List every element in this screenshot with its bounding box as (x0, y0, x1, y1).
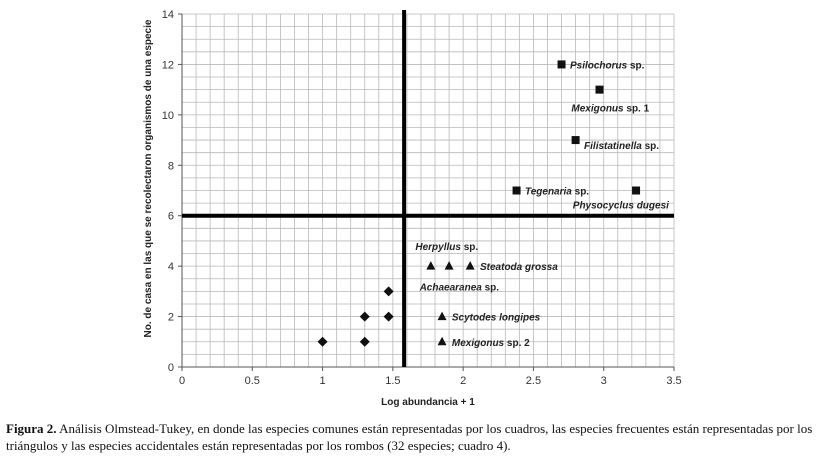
species-genus: Physocyclus dugesi (573, 200, 669, 211)
species-label: Filistatinella sp. (584, 141, 659, 152)
grid (181, 13, 675, 368)
y-tick-label: 8 (168, 160, 174, 172)
species-genus: Mexigonus (452, 338, 505, 349)
diamond-point (383, 311, 394, 322)
species-genus: Mexigonus (571, 103, 624, 114)
square-point (595, 85, 604, 94)
species-genus: Steatoda grossa (480, 262, 558, 273)
caption-label: Figura 2. (6, 421, 57, 436)
species-genus: Herpyllus (415, 242, 461, 253)
square-point (557, 60, 566, 69)
y-tick-label: 10 (162, 110, 174, 122)
triangle-point (444, 261, 454, 270)
x-axis-title: Log abundancia + 1 (381, 397, 475, 408)
y-tick-label: 2 (168, 312, 174, 324)
y-tick-label: 0 (168, 362, 174, 374)
species-label: Mexigonus sp. 1 (571, 103, 649, 114)
species-label: Achaearanea sp. (419, 282, 500, 293)
x-tick-label: 1 (320, 375, 326, 387)
species-suffix: sp. (482, 282, 499, 293)
species-label: Psilochorus sp. (570, 60, 645, 71)
species-genus: Psilochorus (570, 60, 628, 71)
species-suffix: sp. 2 (504, 338, 530, 349)
series-square (512, 60, 641, 195)
y-tick-label: 12 (162, 59, 174, 71)
y-tick-label: 4 (168, 261, 174, 273)
x-tick-label: 3 (601, 375, 607, 387)
series-diamond (317, 286, 394, 347)
species-suffix: sp. (572, 187, 589, 198)
diamond-point (317, 336, 328, 347)
species-suffix: sp. (461, 242, 478, 253)
species-genus: Tegenaria (525, 187, 572, 198)
species-label: Steatoda grossa (480, 262, 558, 273)
series-triangle (426, 261, 475, 346)
triangle-point (465, 261, 475, 270)
square-point (632, 186, 641, 195)
species-suffix: sp. (642, 141, 659, 152)
species-suffix: sp. (627, 60, 644, 71)
y-tick-label: 14 (162, 9, 174, 21)
x-tick-label: 2.5 (526, 375, 541, 387)
y-axis-title: No. de casa en las que se recolectaron o… (143, 19, 154, 337)
x-tick-label: 0.5 (245, 375, 260, 387)
olmstead-tukey-chart: 0 0.5 1 1.5 2 2.5 3 3.5 0 2 4 6 8 10 12 14 Psilochorus s… (143, 9, 682, 408)
triangle-point (437, 336, 447, 346)
species-genus: Scytodes longipes (452, 313, 541, 324)
species-label: Physocyclus dugesi (573, 200, 669, 211)
y-tick-label: 6 (168, 211, 174, 223)
x-tick-label: 3.5 (666, 375, 681, 387)
species-label: Herpyllus sp. (415, 242, 478, 253)
x-tick-label: 1.5 (385, 375, 400, 387)
caption-text: Análisis Olmstead-Tukey, en donde las es… (6, 421, 813, 453)
species-label: Mexigonus sp. 2 (452, 338, 530, 349)
species-label: Scytodes longipes (452, 313, 541, 324)
species-genus: Filistatinella (584, 141, 642, 152)
figure-caption: Figura 2. Análisis Olmstead-Tukey, en do… (6, 420, 816, 454)
diamond-point (383, 286, 394, 297)
x-tick-label: 0 (179, 375, 185, 387)
square-point (512, 186, 521, 195)
species-label: Tegenaria sp. (525, 187, 589, 198)
triangle-point (437, 311, 447, 321)
species-genus: Achaearanea (419, 282, 483, 293)
diamond-point (359, 311, 370, 322)
square-point (571, 136, 580, 145)
diamond-point (359, 336, 370, 347)
triangle-point (426, 261, 436, 270)
species-suffix: sp. 1 (624, 103, 650, 114)
x-tick-label: 2 (460, 375, 466, 387)
